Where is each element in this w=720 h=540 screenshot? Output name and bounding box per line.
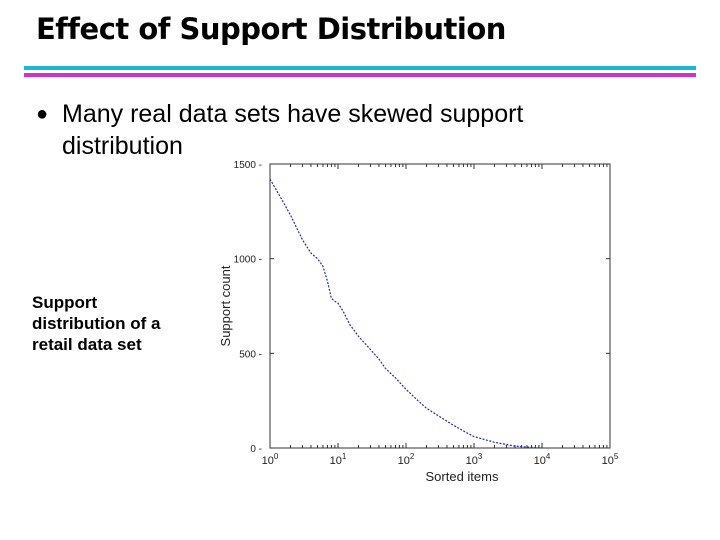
series-group <box>269 178 543 449</box>
chart-caption: Support distribution of a retail data se… <box>32 293 161 354</box>
support-distribution-chart: 0 -500 -1000 -1500 - 100 101 102 103 104 105 … <box>218 160 619 484</box>
x-tick-label: 105 <box>602 452 619 467</box>
title-divider-top <box>24 66 696 70</box>
x-tick-label: 101 <box>330 452 347 467</box>
y-tick-label: 1500 - <box>234 160 262 171</box>
x-axis-label: Sorted items <box>426 469 499 484</box>
x-tick-label: 102 <box>398 452 415 467</box>
x-tick-label: 100 <box>262 452 279 467</box>
y-tick-label: 1000 - <box>234 255 262 266</box>
y-tick-label: 0 - <box>250 444 262 455</box>
bullet-dot-icon: ● <box>36 103 49 125</box>
y-axis-ticks: 0 - 500 - 1000 - 1500 - <box>234 160 610 455</box>
y-axis-label: Support count <box>218 265 233 346</box>
bullet-text: Many real data sets have skewed support … <box>62 100 524 160</box>
series-line <box>269 178 543 449</box>
plot-frame <box>269 163 611 449</box>
x-tick-label: 104 <box>534 452 551 467</box>
x-tick-label: 103 <box>466 452 483 467</box>
slide-title: Effect of Support Distribution <box>36 12 506 46</box>
x-axis-ticks: 100 101 102 103 104 105 <box>262 164 619 467</box>
y-tick-label: 500 - <box>239 349 262 360</box>
bullet-item: ● Many real data sets have skewed suppor… <box>36 98 596 162</box>
title-divider-bottom <box>24 73 696 77</box>
